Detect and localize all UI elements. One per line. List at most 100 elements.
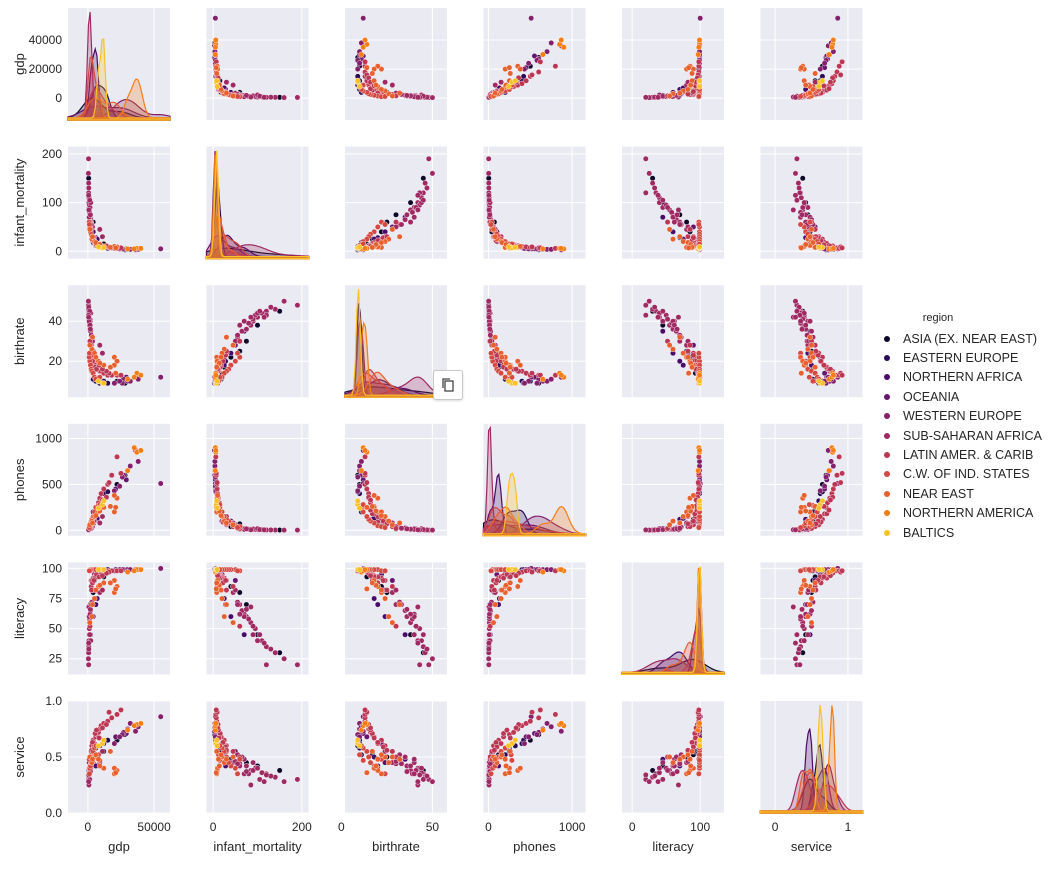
scatter-point	[646, 170, 653, 177]
scatter-point	[810, 587, 816, 593]
scatter-point	[230, 748, 237, 755]
scatter-point	[826, 467, 832, 474]
scatter-point	[696, 742, 703, 749]
scatter-point	[420, 776, 427, 783]
scatter-point	[485, 185, 492, 191]
scatter-point	[112, 244, 119, 251]
scatter-point	[137, 447, 144, 454]
scatter-point	[236, 338, 243, 345]
panel-gdp-vs-service	[760, 8, 863, 120]
scatter-point	[808, 607, 815, 614]
scatter-point	[642, 155, 649, 162]
scatter-point	[362, 447, 368, 454]
scatter-point	[642, 772, 649, 778]
col-tick-label: 100	[690, 820, 710, 834]
scatter-point	[118, 567, 124, 574]
scatter-point	[695, 350, 702, 357]
legend-item: OCEANIA	[878, 387, 1058, 406]
scatter-point	[539, 51, 546, 58]
scatter-point	[808, 226, 815, 233]
panel-phones-vs-literacy	[622, 423, 724, 536]
scatter-point	[96, 520, 103, 526]
scatter-point	[267, 304, 274, 311]
scatter-point	[416, 772, 423, 778]
scatter-point	[243, 326, 250, 333]
scatter-point	[498, 751, 505, 758]
scatter-point	[382, 228, 388, 235]
scatter-point	[695, 51, 702, 58]
scatter-point	[116, 733, 123, 740]
scatter-point	[85, 640, 92, 646]
scatter-point	[230, 342, 237, 349]
scatter-point	[389, 754, 396, 760]
scatter-point	[812, 364, 819, 371]
scatter-point	[486, 192, 492, 199]
scatter-point	[666, 93, 673, 99]
scatter-point	[796, 661, 803, 668]
legend-marker	[884, 452, 890, 459]
panel-background	[345, 423, 447, 536]
scatter-point	[369, 748, 376, 755]
legend-item: WESTERN EUROPE	[878, 407, 1058, 426]
scatter-point	[802, 241, 809, 248]
scatter-point	[380, 744, 387, 750]
scatter-point	[407, 763, 414, 769]
scatter-point	[491, 747, 498, 754]
scatter-point	[223, 601, 230, 608]
scatter-point	[796, 646, 803, 653]
legend-item: ASIA (EX. NEAR EAST)	[878, 329, 1058, 348]
scatter-point	[294, 527, 301, 534]
scatter-point	[491, 587, 498, 593]
panel-background	[68, 562, 170, 675]
copy-button[interactable]	[433, 370, 463, 400]
panel-background	[622, 423, 724, 536]
scatter-point	[797, 567, 804, 574]
scatter-point	[815, 505, 822, 512]
scatter-point	[690, 234, 697, 241]
scatter-point	[815, 83, 822, 90]
scatter-point	[659, 759, 666, 766]
scatter-point	[487, 623, 494, 630]
scatter-point	[797, 93, 804, 100]
scatter-point	[157, 245, 164, 252]
scatter-point	[108, 472, 115, 479]
scatter-point	[212, 720, 219, 727]
scatter-point	[243, 763, 250, 769]
scatter-point	[236, 623, 243, 630]
panel-infant_mortality-vs-service	[760, 146, 863, 259]
scatter-point	[213, 737, 220, 744]
scatter-point	[396, 233, 403, 240]
scatter-point	[137, 566, 144, 573]
scatter-point	[487, 338, 494, 345]
scatter-point	[830, 566, 837, 573]
scatter-point	[810, 512, 816, 519]
scatter-point	[539, 569, 546, 575]
scatter-point	[216, 763, 223, 769]
scatter-point	[420, 175, 427, 182]
scatter-point	[95, 742, 102, 749]
scatter-point	[393, 211, 399, 218]
legend-label: WESTERN EUROPE	[903, 409, 1022, 424]
panel-service-vs-birthrate	[345, 700, 447, 814]
scatter-point	[818, 358, 824, 365]
scatter-point	[807, 318, 813, 325]
scatter-point	[558, 37, 565, 43]
scatter-point	[529, 244, 535, 250]
scatter-point	[798, 370, 805, 377]
scatter-point	[690, 88, 697, 95]
scatter-point	[223, 520, 230, 526]
scatter-point	[558, 728, 565, 735]
scatter-point	[498, 595, 504, 602]
scatter-point	[212, 51, 219, 58]
col-tick-label: 0	[485, 820, 492, 834]
scatter-point	[402, 216, 409, 223]
panel-birthrate-vs-birthrate	[344, 285, 448, 398]
scatter-point	[404, 525, 410, 532]
scatter-point	[534, 380, 540, 387]
scatter-point	[243, 606, 250, 613]
scatter-point	[498, 370, 504, 377]
scatter-point	[801, 199, 808, 206]
scatter-point	[137, 372, 144, 379]
panel-phones-vs-phones	[482, 423, 587, 537]
scatter-point	[695, 467, 702, 474]
